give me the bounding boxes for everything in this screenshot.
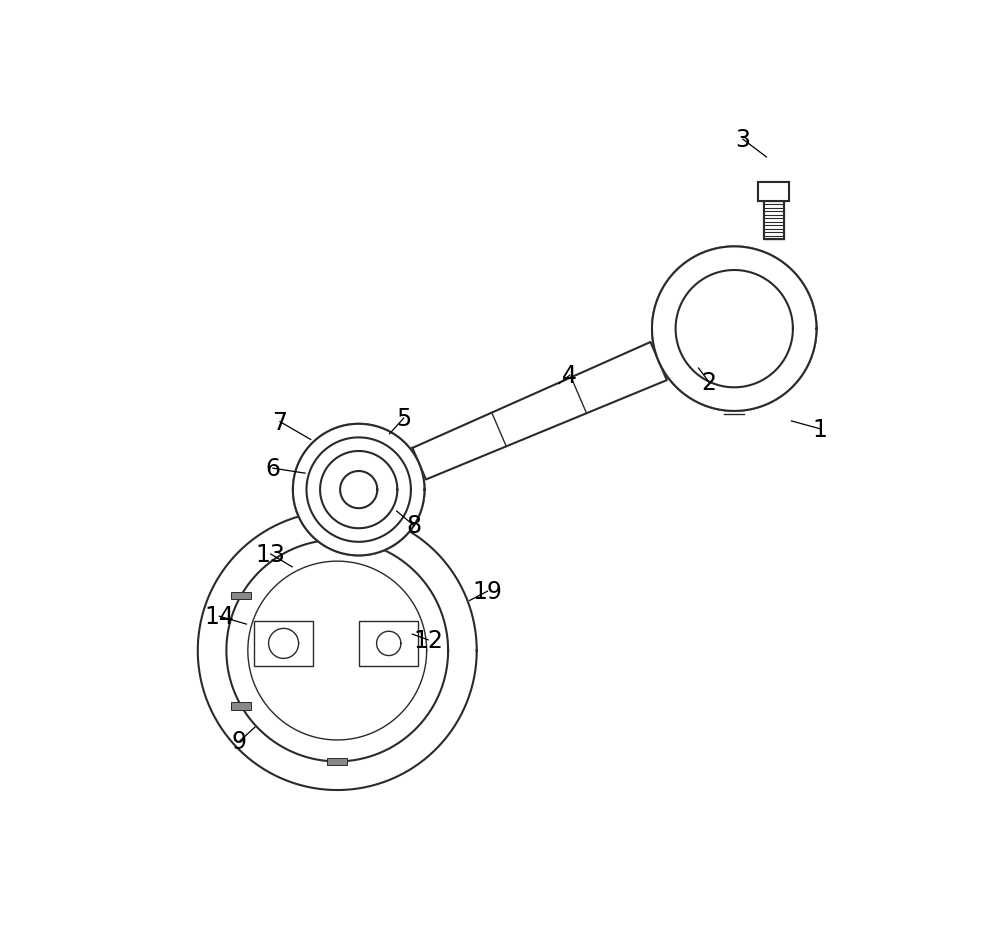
Text: 12: 12 bbox=[413, 628, 443, 652]
Polygon shape bbox=[293, 424, 425, 556]
Bar bbox=[254, 621, 313, 666]
Bar bbox=[327, 536, 347, 544]
Bar bbox=[758, 183, 789, 201]
Bar bbox=[758, 183, 789, 201]
Polygon shape bbox=[293, 424, 425, 556]
Bar bbox=[764, 201, 784, 240]
Bar bbox=[359, 621, 418, 666]
Text: 1: 1 bbox=[813, 418, 828, 442]
Polygon shape bbox=[412, 342, 667, 480]
Polygon shape bbox=[652, 247, 817, 411]
Text: 9: 9 bbox=[232, 729, 247, 754]
Bar bbox=[231, 702, 251, 710]
Text: 6: 6 bbox=[265, 457, 280, 481]
Text: 8: 8 bbox=[406, 514, 421, 538]
Bar bbox=[231, 592, 251, 599]
Polygon shape bbox=[198, 511, 477, 790]
Polygon shape bbox=[652, 247, 817, 411]
Text: 3: 3 bbox=[735, 128, 750, 152]
Text: 5: 5 bbox=[396, 406, 411, 431]
Text: 19: 19 bbox=[473, 580, 502, 603]
Text: 7: 7 bbox=[273, 410, 288, 434]
Text: 2: 2 bbox=[702, 371, 717, 395]
Text: 13: 13 bbox=[256, 542, 286, 566]
Text: 4: 4 bbox=[562, 364, 577, 388]
Text: 14: 14 bbox=[204, 604, 234, 628]
Bar bbox=[764, 201, 784, 240]
Bar bbox=[327, 758, 347, 766]
